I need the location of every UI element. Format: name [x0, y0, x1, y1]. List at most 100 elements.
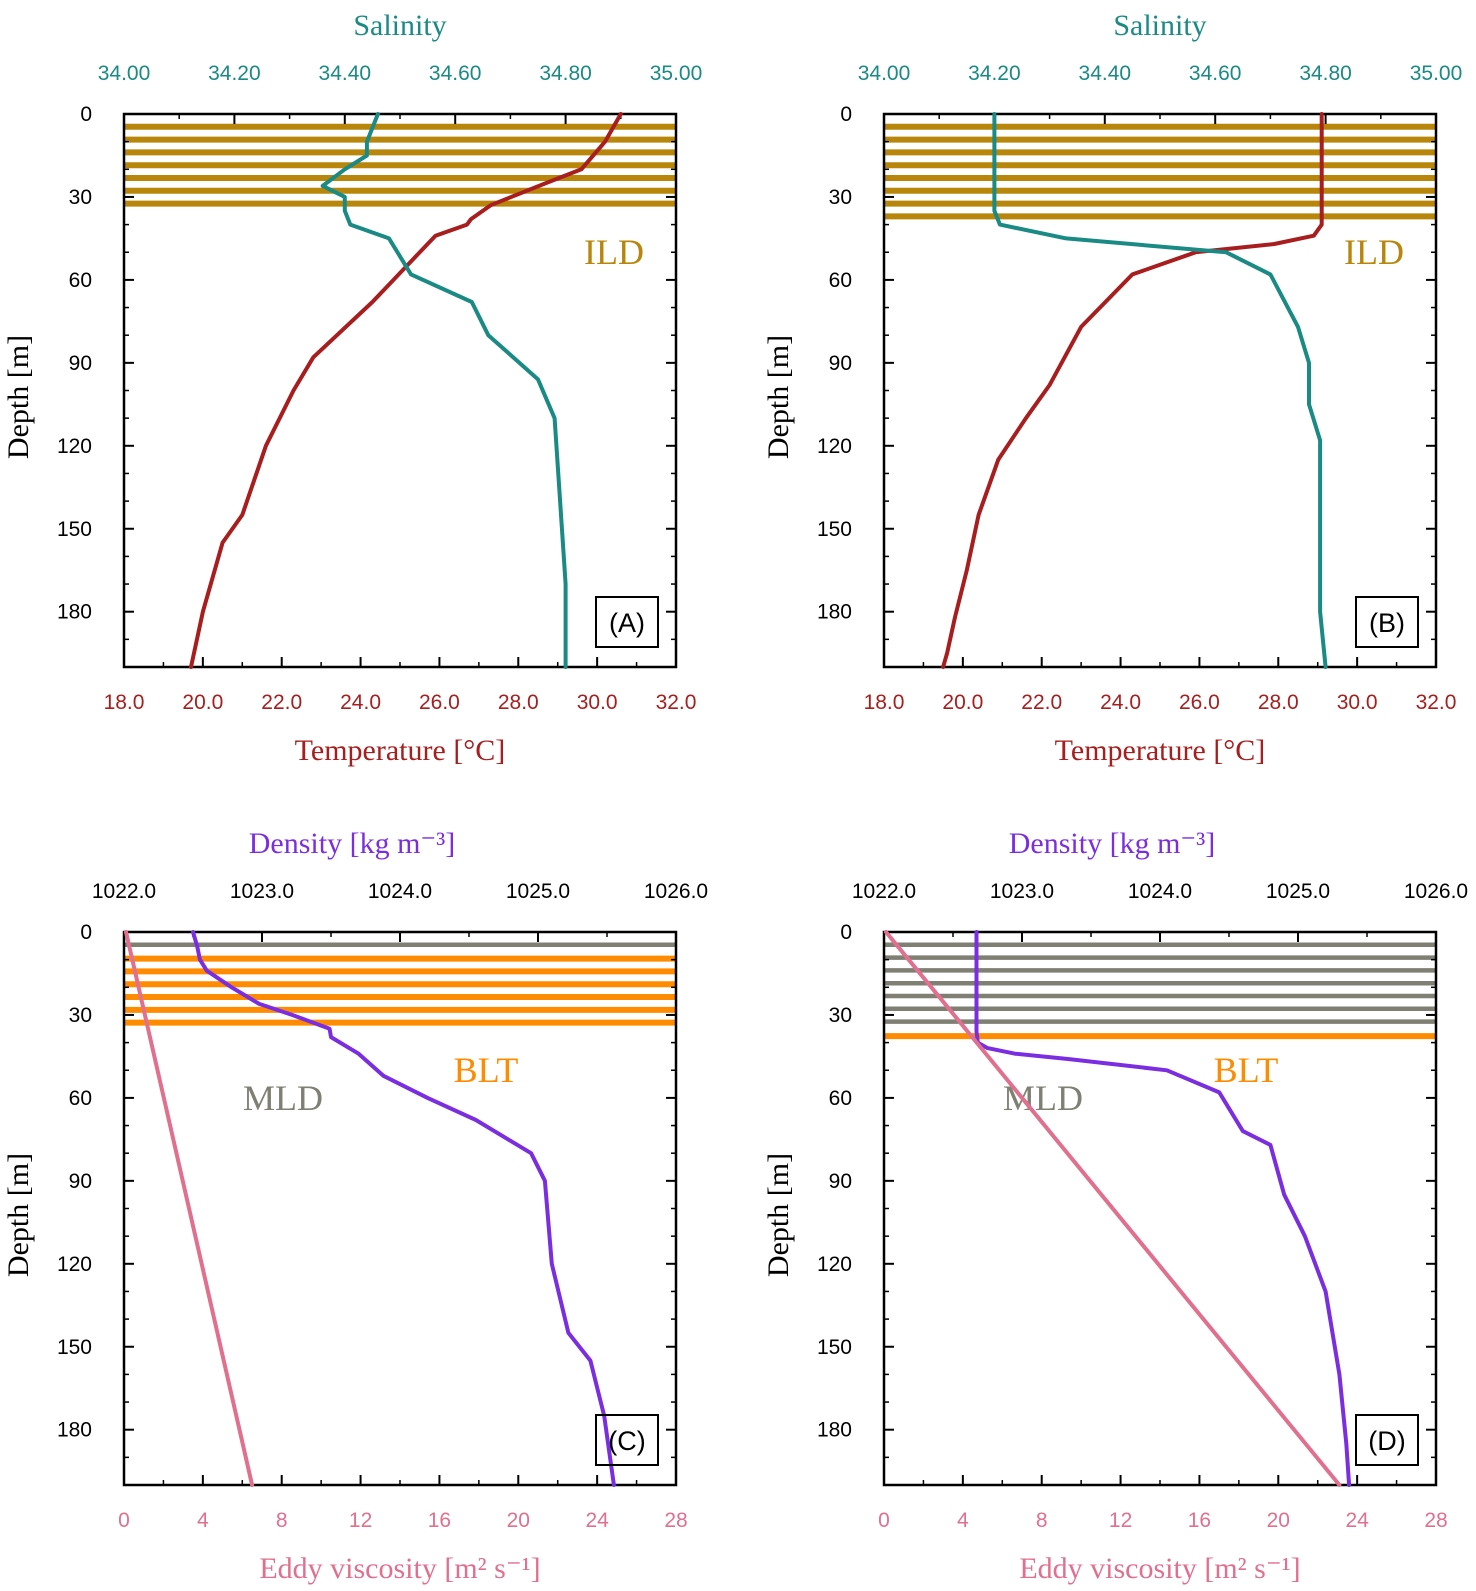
band-label-mld: MLD	[243, 1078, 323, 1118]
y-tick-label: 120	[57, 1253, 92, 1276]
x-top-tick-label: 34.20	[968, 62, 1021, 85]
y-tick-label: 0	[80, 103, 92, 126]
series-line-eddy-viscosity	[884, 930, 1342, 1487]
x-top-tick-label: 1023.0	[230, 880, 294, 903]
y-tick-label: 60	[829, 1087, 852, 1110]
series-line-temperature	[189, 112, 623, 669]
x-bottom-tick-label: 20.0	[182, 691, 223, 714]
x-top-tick-label: 1026.0	[1404, 880, 1468, 903]
x-bottom-tick-label: 12	[1109, 1509, 1132, 1532]
x-bottom-tick-label: 26.0	[419, 691, 460, 714]
x-top-tick-label: 1023.0	[990, 880, 1054, 903]
panel-tag-label: (C)	[608, 1426, 645, 1456]
x-top-axis-title: Salinity	[1113, 9, 1206, 42]
x-bottom-tick-label: 24.0	[340, 691, 381, 714]
x-bottom-tick-label: 24.0	[1100, 691, 1141, 714]
series-line-eddy-viscosity	[124, 930, 255, 1487]
series-line-density	[974, 930, 1352, 1487]
x-bottom-tick-label: 20	[507, 1509, 530, 1532]
y-tick-label: 0	[840, 103, 852, 126]
x-bottom-tick-label: 4	[957, 1509, 969, 1532]
x-bottom-tick-label: 0	[878, 1509, 890, 1532]
x-bottom-tick-label: 24	[585, 1509, 609, 1532]
x-bottom-tick-label: 32.0	[1416, 691, 1457, 714]
y-tick-label: 120	[57, 435, 92, 458]
band-label-blt: BLT	[1214, 1050, 1279, 1090]
y-tick-label: 150	[57, 518, 92, 541]
x-top-tick-label: 1022.0	[92, 880, 156, 903]
x-top-tick-label: 34.60	[429, 62, 482, 85]
x-bottom-tick-label: 8	[1036, 1509, 1048, 1532]
y-tick-label: 150	[817, 518, 852, 541]
x-top-tick-label: 1022.0	[852, 880, 916, 903]
panel-tag-box	[1355, 596, 1419, 648]
x-bottom-tick-label: 20.0	[942, 691, 983, 714]
band-label-ild: ILD	[1344, 232, 1404, 272]
y-tick-label: 150	[817, 1336, 852, 1359]
y-tick-label: 180	[57, 1419, 92, 1442]
y-tick-label: 90	[829, 352, 852, 375]
panel-c: MLD BLT 0 30 60 90 120 150 180 Depth [m] 0 4 8 12 16 20…	[2, 827, 708, 1585]
y-tick-label: 60	[69, 1087, 92, 1110]
x-top-tick-label: 1024.0	[368, 880, 432, 903]
series-line-salinity	[992, 112, 1328, 669]
x-top-tick-label: 35.00	[1410, 62, 1463, 85]
y-tick-label: 30	[829, 1004, 852, 1027]
plot-area	[124, 932, 676, 1485]
x-top-tick-label: 34.80	[539, 62, 592, 85]
x-bottom-axis-title: Temperature [°C]	[1055, 734, 1266, 767]
y-tick-label: 180	[57, 601, 92, 624]
x-bottom-tick-label: 0	[118, 1509, 130, 1532]
panel-a: ILD 0 30 60 90 120 150 180 Depth [m] 18.0 20.0 22.0…	[2, 9, 702, 767]
x-bottom-tick-label: 28.0	[498, 691, 539, 714]
y-tick-label: 0	[80, 921, 92, 944]
x-top-tick-label: 34.00	[858, 62, 911, 85]
y-tick-label: 30	[829, 186, 852, 209]
x-bottom-tick-label: 22.0	[261, 691, 302, 714]
panel-tag-box	[595, 596, 659, 648]
y-tick-label: 90	[69, 1170, 92, 1193]
x-bottom-tick-label: 22.0	[1021, 691, 1062, 714]
x-top-tick-label: 34.00	[98, 62, 151, 85]
y-tick-label: 120	[817, 1253, 852, 1276]
panel-tag-box	[1355, 1414, 1419, 1466]
x-bottom-tick-label: 32.0	[656, 691, 697, 714]
x-top-axis-title: Density [kg m⁻³]	[249, 827, 455, 860]
y-tick-label: 60	[829, 269, 852, 292]
x-bottom-tick-label: 30.0	[577, 691, 618, 714]
y-axis-title: Depth [m]	[762, 1153, 795, 1277]
panel-tag-box	[595, 1414, 659, 1466]
x-top-tick-label: 35.00	[650, 62, 703, 85]
x-top-tick-label: 34.60	[1189, 62, 1242, 85]
x-bottom-tick-label: 24	[1345, 1509, 1369, 1532]
series-line-salinity	[320, 112, 568, 669]
band-label-blt: BLT	[454, 1050, 519, 1090]
x-bottom-tick-label: 4	[197, 1509, 209, 1532]
y-tick-label: 30	[69, 186, 92, 209]
y-tick-label: 120	[817, 435, 852, 458]
band-label-ild: ILD	[584, 232, 644, 272]
x-bottom-tick-label: 16	[1188, 1509, 1211, 1532]
x-bottom-tick-label: 28.0	[1258, 691, 1299, 714]
x-top-tick-label: 1026.0	[644, 880, 708, 903]
panel-d: MLD BLT 0 30 60 90 120 150 180 Depth [m] 0 4 8 12 16 20…	[762, 827, 1468, 1585]
plot-area	[884, 114, 1436, 667]
y-tick-label: 150	[57, 1336, 92, 1359]
series-line-temperature	[941, 112, 1324, 669]
y-axis-title: Depth [m]	[2, 1153, 35, 1277]
x-bottom-tick-label: 12	[349, 1509, 372, 1532]
x-bottom-tick-label: 26.0	[1179, 691, 1220, 714]
x-top-axis-title: Salinity	[353, 9, 446, 42]
x-top-tick-label: 34.80	[1299, 62, 1352, 85]
x-bottom-tick-label: 18.0	[864, 691, 905, 714]
x-bottom-tick-label: 16	[428, 1509, 451, 1532]
x-bottom-tick-label: 8	[276, 1509, 288, 1532]
x-top-tick-label: 34.40	[1079, 62, 1132, 85]
y-axis-title: Depth [m]	[2, 335, 35, 459]
x-top-tick-label: 1025.0	[1266, 880, 1330, 903]
y-tick-label: 90	[829, 1170, 852, 1193]
panel-tag-label: (D)	[1368, 1426, 1405, 1456]
x-bottom-tick-label: 20	[1267, 1509, 1290, 1532]
x-bottom-tick-label: 28	[664, 1509, 687, 1532]
